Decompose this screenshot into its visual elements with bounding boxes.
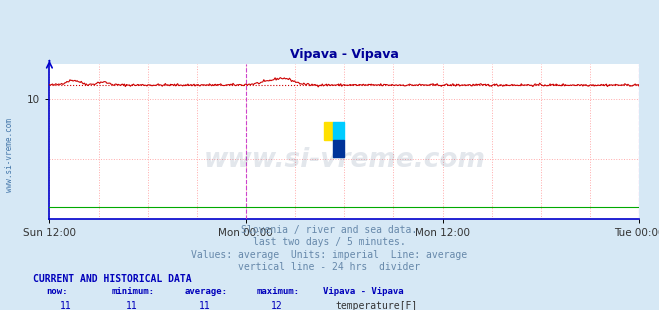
Bar <box>333 140 345 157</box>
Text: vertical line - 24 hrs  divider: vertical line - 24 hrs divider <box>239 262 420 272</box>
Text: average:: average: <box>185 287 227 296</box>
Text: minimum:: minimum: <box>112 287 155 296</box>
Text: www.si-vreme.com: www.si-vreme.com <box>204 147 485 173</box>
Text: maximum:: maximum: <box>257 287 300 296</box>
Text: temperature[F]: temperature[F] <box>335 301 418 310</box>
Text: last two days / 5 minutes.: last two days / 5 minutes. <box>253 237 406 247</box>
Text: Values: average  Units: imperial  Line: average: Values: average Units: imperial Line: av… <box>191 250 468 259</box>
Text: www.si-vreme.com: www.si-vreme.com <box>5 118 14 192</box>
Text: 12: 12 <box>271 301 283 310</box>
Text: Vipava - Vipava: Vipava - Vipava <box>323 287 403 296</box>
Text: Slovenia / river and sea data.: Slovenia / river and sea data. <box>241 225 418 235</box>
Title: Vipava - Vipava: Vipava - Vipava <box>290 48 399 61</box>
Bar <box>333 122 345 140</box>
Text: 11: 11 <box>198 301 210 310</box>
Text: 11: 11 <box>126 301 138 310</box>
Text: CURRENT AND HISTORICAL DATA: CURRENT AND HISTORICAL DATA <box>33 274 192 284</box>
Bar <box>324 122 333 140</box>
Text: now:: now: <box>46 287 68 296</box>
Text: 11: 11 <box>60 301 72 310</box>
